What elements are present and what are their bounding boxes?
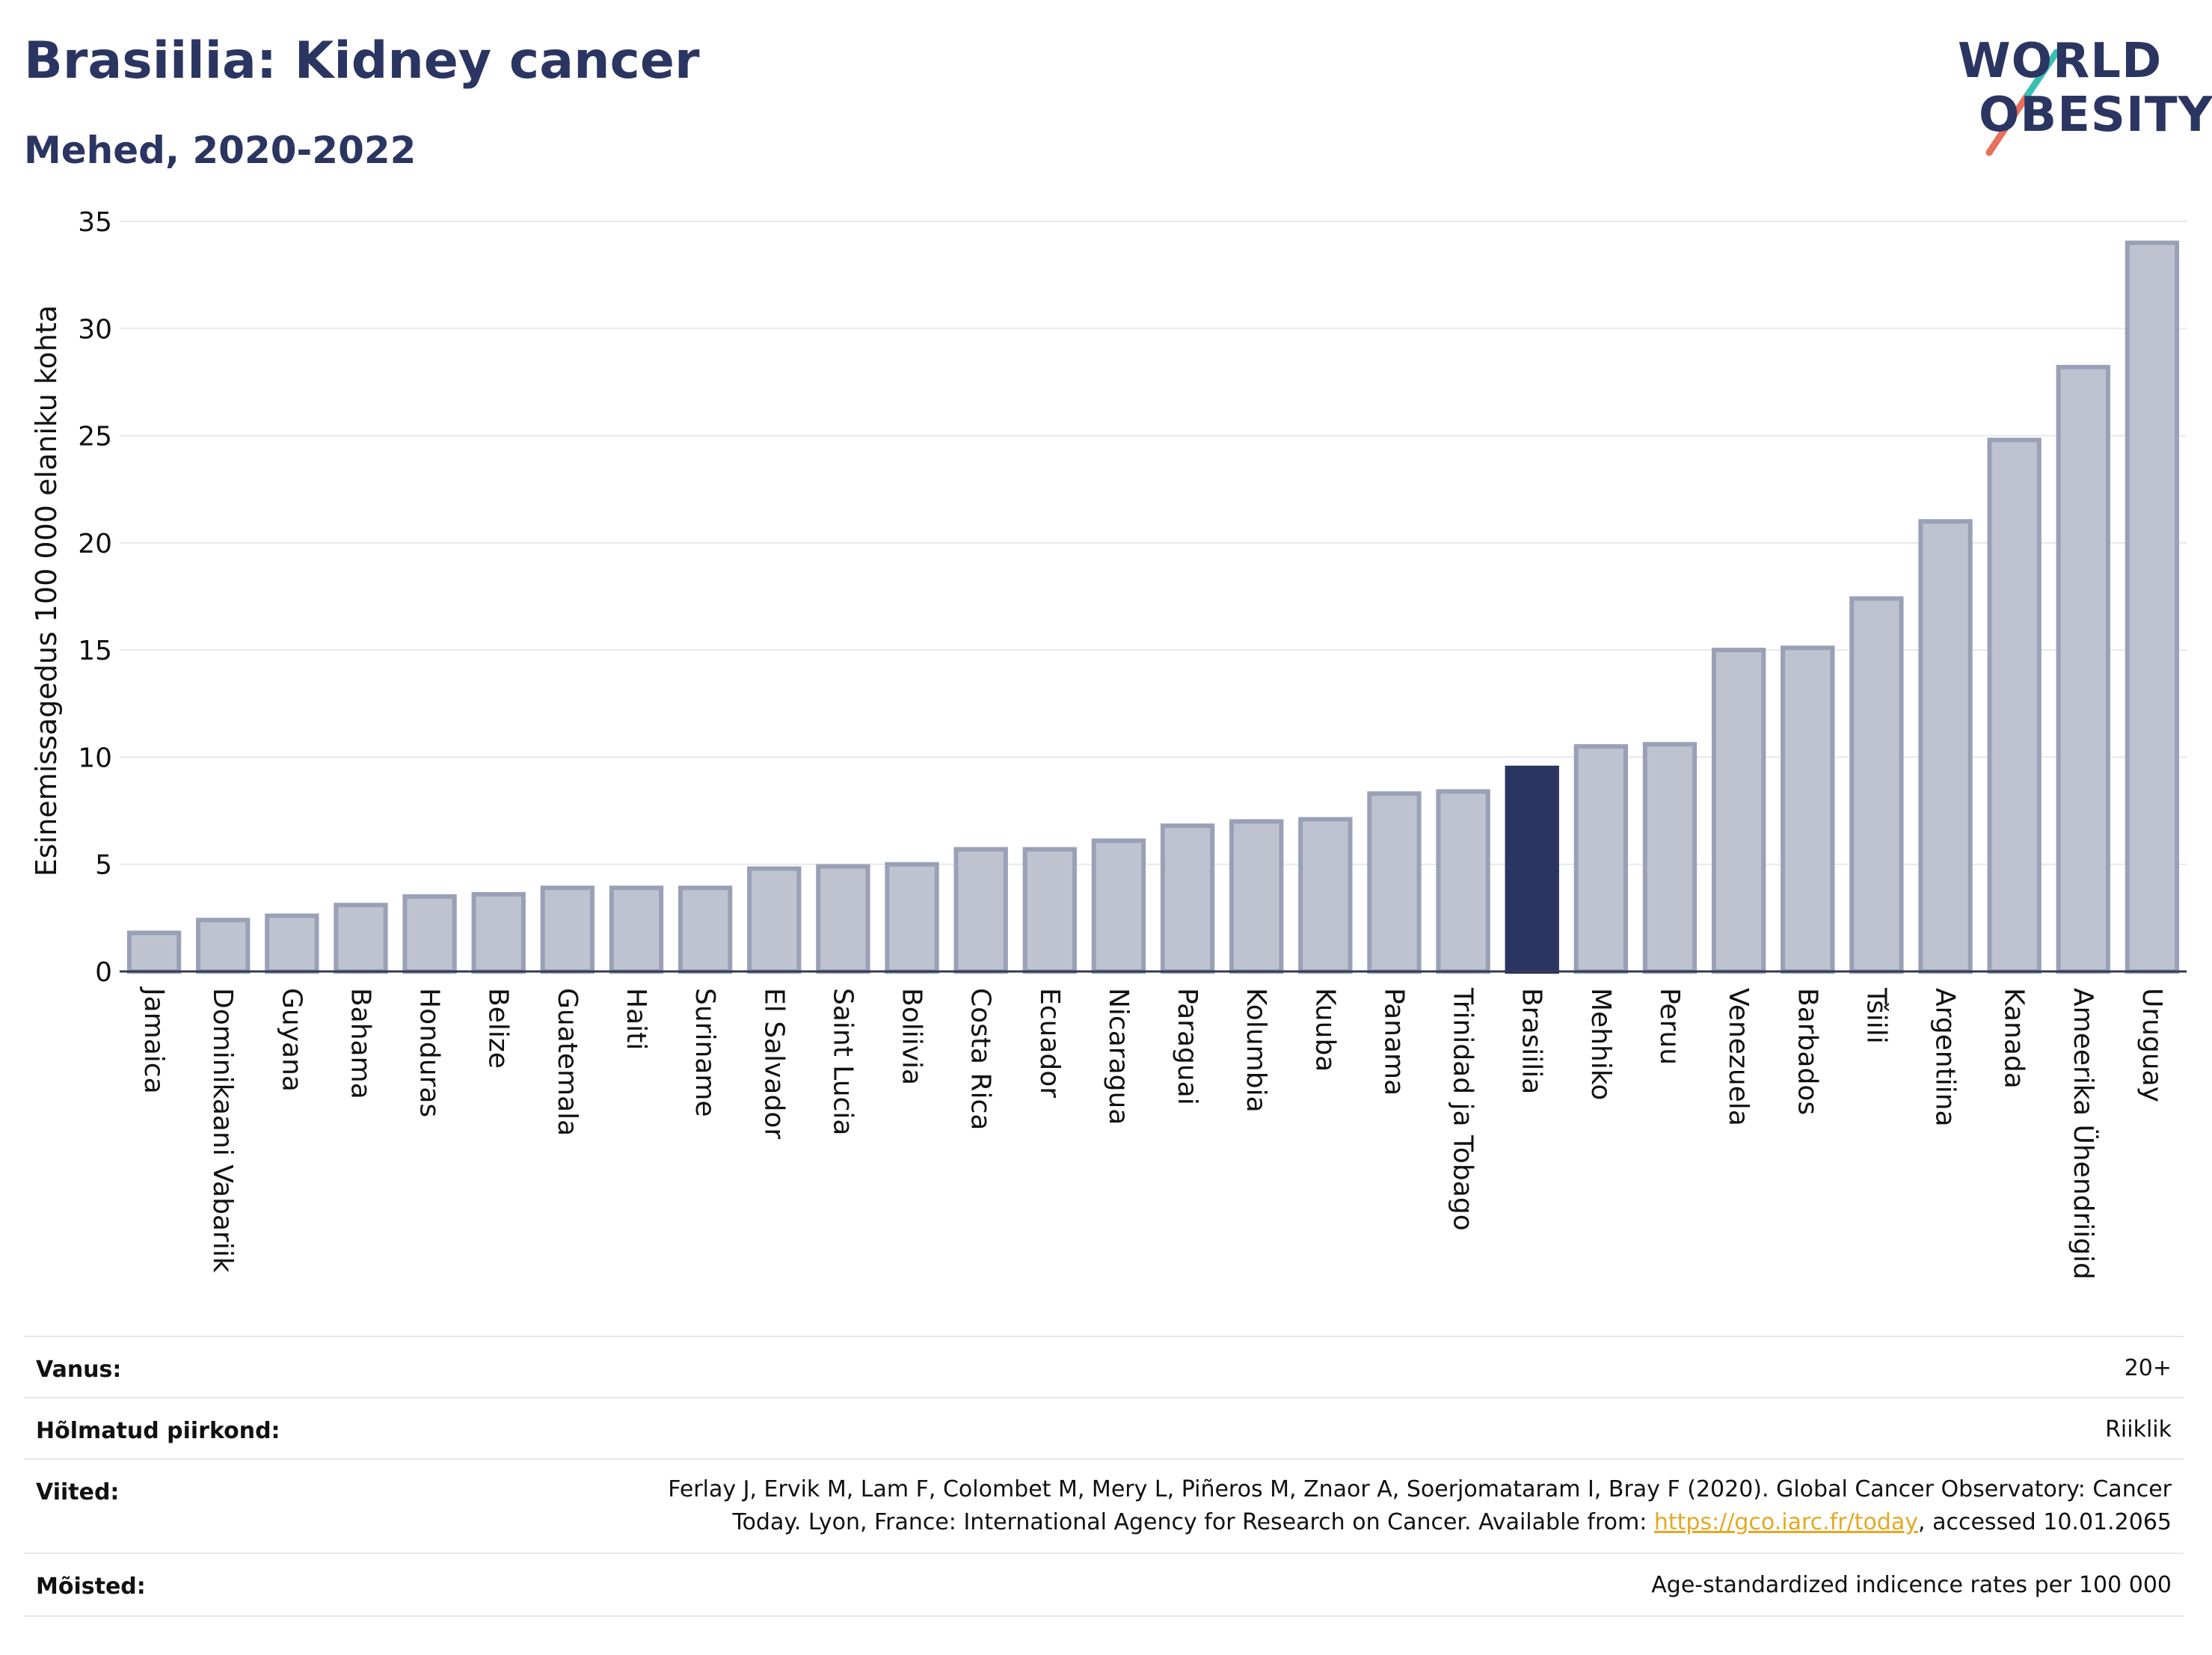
bar xyxy=(1505,765,1559,974)
logo-text-world: WORLD xyxy=(1958,34,2163,89)
bar xyxy=(1229,819,1284,974)
reference-line-1: Ferlay J, Ervik M, Lam F, Colombet M, Me… xyxy=(668,1476,2172,1502)
meta-row-definitions: Mõisted: Age-standardized indicence rate… xyxy=(24,1553,2184,1617)
x-tick-label: Barbados xyxy=(1792,988,1822,1115)
x-tick-label: Saint Lucia xyxy=(827,988,858,1135)
x-tick-label: Kolumbia xyxy=(1241,988,1271,1113)
reference-accessed: , accessed 10.01.2065 xyxy=(1918,1509,2172,1535)
bar xyxy=(196,918,251,974)
x-tick-label: Uruguay xyxy=(2136,988,2167,1102)
x-tick-label: Argentiina xyxy=(1930,988,1961,1127)
bar xyxy=(1642,742,1698,974)
meta-value-region: Riiklik xyxy=(2105,1416,2172,1443)
meta-value-references: Ferlay J, Ervik M, Lam F, Colombet M, Me… xyxy=(668,1473,2172,1539)
x-tick-label: Guatemala xyxy=(552,988,583,1136)
world-obesity-logo: WORLD OBESITY xyxy=(1944,27,2212,162)
x-tick-label: Bahama xyxy=(345,988,375,1099)
x-tick-label: Jamaica xyxy=(138,986,169,1094)
bar xyxy=(1022,847,1077,974)
x-tick-label: Haiti xyxy=(621,988,651,1050)
x-tick-label: Kuuba xyxy=(1309,988,1340,1072)
x-tick-label: Paraguai xyxy=(1172,988,1202,1105)
bar xyxy=(334,903,388,974)
y-tick-label: 20 xyxy=(78,529,112,559)
meta-label-region: Hõlmatud piirkond: xyxy=(36,1418,280,1444)
bar xyxy=(1573,744,1629,974)
bar xyxy=(678,885,733,974)
x-tick-label: Nicaragua xyxy=(1103,988,1134,1125)
meta-bottom-border xyxy=(24,1615,2184,1617)
x-tick-label: Costa Rica xyxy=(965,988,996,1130)
reference-link[interactable]: https://gco.iarc.fr/today xyxy=(1653,1509,1919,1535)
bar xyxy=(265,913,319,974)
x-tick-label: Tšiili xyxy=(1861,987,1891,1044)
bar xyxy=(1436,789,1490,974)
meta-value-age: 20+ xyxy=(2124,1355,2172,1381)
x-tick-label: Boliivia xyxy=(897,988,927,1085)
bar xyxy=(1781,645,1835,974)
reference-text: Today. Lyon, France: International Agenc… xyxy=(732,1509,1654,1535)
bar-chart: 0 5 10 15 20 25 30 35 Jamaica Dominikaani Vabarii… xyxy=(78,207,2187,1280)
x-tick-label: Mehhiko xyxy=(1585,988,1616,1100)
meta-row-region: Hõlmatud piirkond: Riiklik xyxy=(24,1397,2184,1460)
bar xyxy=(885,862,939,974)
y-tick-label: 30 xyxy=(78,314,112,345)
x-tick-label: Kanada xyxy=(1999,988,2030,1089)
meta-label-definitions: Mõisted: xyxy=(36,1573,146,1600)
x-tick-label: Trinidad ja Tobago xyxy=(1448,987,1478,1231)
x-tick-label: El Salvador xyxy=(758,988,789,1139)
bar xyxy=(2056,364,2110,974)
x-tick-label: Ameerika Ühendriigid xyxy=(2068,988,2099,1280)
y-tick-label: 0 xyxy=(95,957,112,988)
bar xyxy=(609,885,664,974)
bar xyxy=(126,930,182,974)
meta-row-age: Vanus: 20+ xyxy=(24,1336,2184,1398)
chart-title: Brasiilia: Kidney cancer xyxy=(24,31,700,90)
x-tick-label: Brasiilia xyxy=(1517,988,1547,1094)
x-tick-label: Dominikaani Vabariik xyxy=(207,988,238,1273)
bar xyxy=(540,885,595,974)
meta-row-references: Viited: Ferlay J, Ervik M, Lam F, Colomb… xyxy=(24,1458,2184,1554)
x-tick-label: Peruu xyxy=(1654,988,1685,1065)
x-tick-label: Honduras xyxy=(414,988,445,1117)
bar xyxy=(402,894,457,974)
x-tick-label: Belize xyxy=(483,988,514,1069)
meta-label-references: Viited: xyxy=(36,1479,120,1505)
x-tick-label: Guyana xyxy=(276,988,307,1092)
x-tick-label: Ecuador xyxy=(1034,988,1065,1098)
meta-value-definitions: Age-standardized indicence rates per 100… xyxy=(1651,1572,2172,1598)
bar xyxy=(1987,437,2042,974)
bar xyxy=(953,847,1008,974)
y-tick-label: 5 xyxy=(95,850,112,881)
bar xyxy=(1918,519,1973,974)
y-tick-label: 35 xyxy=(78,207,112,238)
logo-slash-icon xyxy=(1985,49,2060,156)
bar xyxy=(1298,817,1353,974)
x-tick-label: Panama xyxy=(1378,988,1409,1096)
y-tick-label: 25 xyxy=(78,422,112,452)
meta-label-age: Vanus: xyxy=(36,1357,122,1383)
bar xyxy=(1367,791,1422,974)
x-tick-label: Venezuela xyxy=(1723,988,1754,1126)
bar xyxy=(2125,240,2180,974)
bar xyxy=(1711,648,1766,974)
bar xyxy=(1160,823,1215,974)
bar xyxy=(1849,596,1904,974)
bar xyxy=(816,864,870,974)
bar xyxy=(1091,838,1146,974)
y-tick-label: 15 xyxy=(78,636,112,666)
bar xyxy=(471,891,526,974)
y-tick-label: 10 xyxy=(78,743,112,773)
chart-subtitle: Mehed, 2020-2022 xyxy=(24,129,417,172)
x-tick-label: Suriname xyxy=(689,988,720,1117)
logo-text-obesity: OBESITY xyxy=(1979,87,2212,143)
bar xyxy=(747,866,802,974)
reference-line-2: Today. Lyon, France: International Agenc… xyxy=(668,1506,2172,1539)
